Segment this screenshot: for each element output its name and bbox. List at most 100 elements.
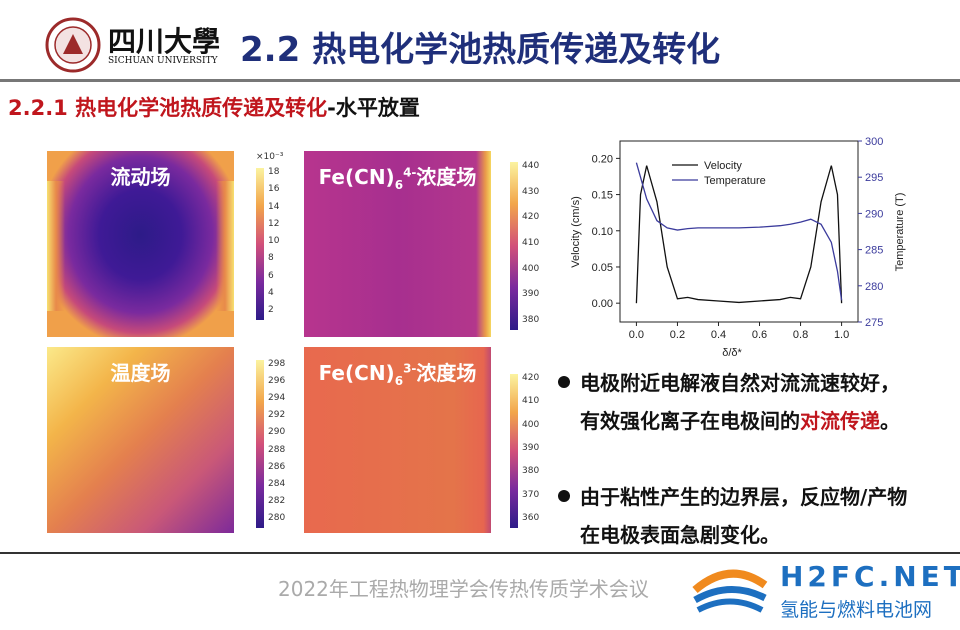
colorbar-tick-label: 284: [268, 478, 286, 489]
colorbar-tick-label: 12: [268, 218, 280, 229]
x-axis-title: δ/δ*: [722, 347, 742, 359]
y2-tick-label: 290: [865, 208, 883, 220]
colorbar: [510, 162, 518, 330]
watermark-logo: [692, 569, 768, 613]
colorbar-tick-label: 370: [522, 489, 540, 500]
colorbar-tick-label: 294: [268, 393, 286, 404]
colorbar-tick-label: 440: [522, 161, 540, 171]
header-rule: [0, 79, 960, 82]
colorbar: [256, 168, 264, 320]
colorbar-tick-label: 430: [522, 186, 540, 197]
panel-label: 温度场: [47, 357, 234, 386]
y-tick-label: 0.05: [592, 262, 613, 274]
section-number: 2.2.1 热电化学池热质传递及转化: [8, 96, 328, 120]
colorbar-tick-label: 292: [268, 410, 286, 421]
footer-text: 2022年工程热物理学会传热传质学术会议: [278, 577, 649, 601]
colorbar-tick-label: 400: [522, 263, 540, 274]
colorbar-tick-label: 280: [268, 513, 286, 523]
line-chart: δ/δ* Velocity (cm/s) Temperature (T) 0.0…: [570, 136, 906, 359]
y-tick-label: 0.15: [592, 190, 613, 202]
legend-label: Temperature: [704, 175, 766, 187]
logo-english: SICHUAN UNIVERSITY: [108, 56, 218, 66]
colorbar-tick-label: 360: [522, 513, 540, 523]
colorbar-tick-label: 420: [522, 212, 540, 223]
label-base: 温度场: [110, 361, 171, 385]
heatmap: Fe(CN)64-浓度场: [304, 151, 491, 337]
colorbar-tick-label: 10: [268, 236, 280, 246]
bullet-text: 由于粘性产生的边界层，反应物/产物在电极表面急剧变化。: [580, 485, 908, 547]
y-axis-title: Velocity (cm/s): [570, 196, 582, 268]
label-subscript: 6: [394, 178, 404, 192]
colorbar-tick-label: 400: [522, 419, 540, 430]
label-suffix: 浓度场: [416, 165, 477, 189]
colorbar-tick-label: 18: [268, 167, 280, 177]
x-tick-label: 1.0: [834, 329, 849, 341]
panel-label: Fe(CN)64-浓度场: [304, 161, 491, 192]
y2-axis-title: Temperature (T): [894, 193, 906, 272]
colorbar-tick-label: 380: [522, 315, 540, 325]
panel-label: Fe(CN)63-浓度场: [304, 357, 491, 388]
label-base: Fe(CN): [318, 165, 395, 189]
x-tick-label: 0.0: [629, 329, 644, 341]
label-base: Fe(CN): [318, 361, 395, 385]
y2-tick-label: 275: [865, 317, 883, 329]
label-superscript: 4-: [403, 165, 417, 180]
colorbar-tick-label: 2: [268, 305, 274, 315]
label-subscript: 6: [394, 374, 404, 388]
legend-label: Velocity: [704, 160, 742, 172]
hot-edge: [216, 181, 234, 311]
colorbar: [256, 360, 264, 528]
slide-title: 2.2 热电化学池热质传递及转化: [240, 30, 721, 70]
colorbar-tick-label: 390: [522, 289, 540, 300]
watermark-tagline: 氢能与燃料电池网: [780, 599, 933, 621]
y-tick-label: 0.10: [592, 226, 613, 238]
label-base: 流动场: [110, 165, 171, 189]
heatmap: 温度场: [47, 347, 234, 533]
colorbar-tick-label: 296: [268, 376, 286, 387]
series-line: [635, 162, 843, 301]
x-tick-label: 0.2: [670, 329, 685, 341]
logo-emblem: [45, 17, 101, 73]
colorbar-tick-label: 6: [268, 270, 274, 281]
heatmap: Fe(CN)63-浓度场: [304, 347, 491, 533]
colorbar-tick-label: 420: [522, 373, 540, 383]
bullet-text: 。: [880, 409, 900, 433]
logo-name: 四川大學: [108, 25, 221, 58]
colorbar-tick-label: 380: [522, 466, 540, 477]
colorbar: [510, 374, 518, 528]
panel-label: 流动场: [47, 161, 234, 190]
bullet-dot: [558, 490, 570, 502]
y2-tick-label: 280: [865, 281, 883, 293]
colorbar-tick-label: 298: [268, 359, 286, 369]
y2-tick-label: 295: [865, 172, 883, 184]
colorbar-scale-note: ×10⁻³: [256, 152, 284, 162]
label-suffix: 浓度场: [416, 361, 477, 385]
y2-tick-label: 300: [865, 136, 883, 148]
heatmap: 流动场: [47, 151, 234, 337]
colorbar-tick-label: 410: [522, 396, 540, 407]
colorbar-tick-label: 390: [522, 443, 540, 453]
y2-tick-label: 285: [865, 245, 883, 257]
colorbar-tick-label: 14: [268, 201, 280, 212]
colorbar-tick-label: 290: [268, 427, 286, 438]
colorbar-tick-label: 410: [522, 238, 540, 248]
colorbar-tick-label: 288: [268, 444, 286, 455]
colorbar-tick-label: 16: [268, 184, 280, 195]
y-tick-label: 0.20: [592, 153, 613, 165]
colorbar-tick-label: 8: [268, 253, 274, 264]
y-tick-label: 0.00: [592, 298, 613, 310]
watermark-brand: H2FC.NET: [780, 560, 960, 593]
plot-frame: [619, 140, 859, 323]
x-tick-label: 0.8: [793, 329, 808, 341]
colorbar-tick-label: 282: [268, 495, 286, 506]
footer-rule: [0, 552, 960, 554]
section-suffix: -水平放置: [327, 96, 420, 120]
bullet-dot: [558, 376, 570, 388]
bullet-text: 对流传递: [800, 409, 880, 433]
hot-edge: [47, 181, 65, 311]
bullet-text: 电极附近电解液自然对流流速较好，有效强化离子在电极间的: [580, 371, 900, 433]
colorbar-tick-label: 4: [268, 287, 274, 298]
x-tick-label: 0.4: [711, 329, 726, 341]
colorbar-tick-label: 286: [268, 461, 286, 472]
